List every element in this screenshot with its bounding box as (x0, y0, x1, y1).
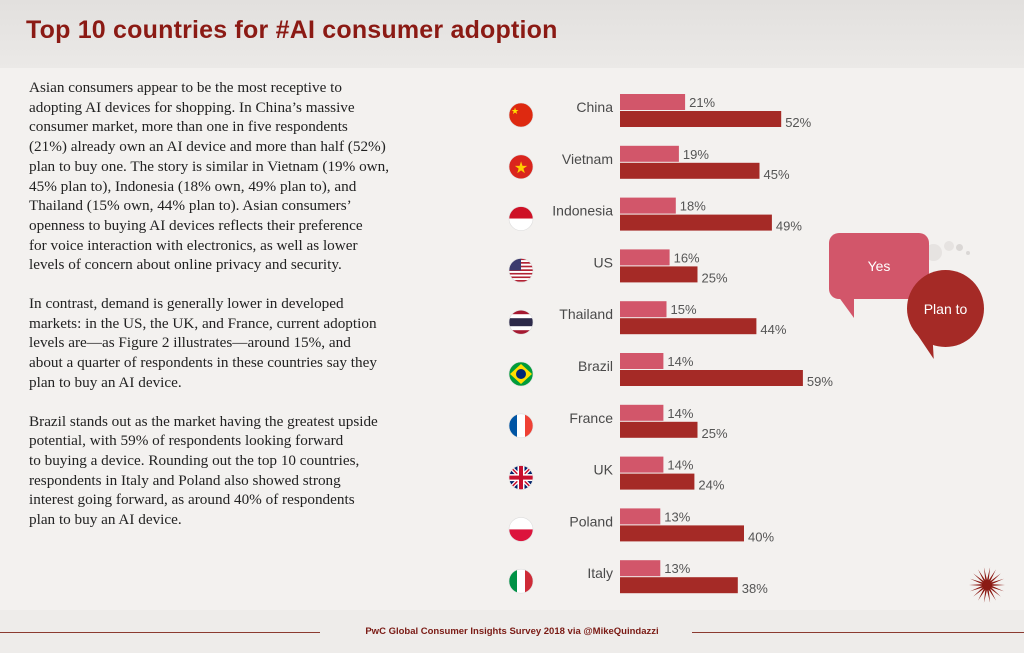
bar-yes (620, 145, 679, 162)
svg-text:★: ★ (511, 107, 519, 117)
bar-yes (620, 508, 661, 525)
starburst-icon (969, 567, 1005, 603)
bar-yes (620, 560, 661, 577)
uk-flag-icon (508, 465, 534, 490)
data-label-plan: 25% (702, 270, 728, 285)
paragraph-developed-markets: In contrast, demand is generally lower i… (29, 295, 377, 391)
data-label-plan: 24% (698, 478, 724, 493)
category-label: Indonesia (552, 203, 613, 219)
decorative-dot (966, 251, 970, 255)
data-label-plan: 59% (807, 374, 833, 389)
footer-credit: PwC Global Consumer Insights Survey 2018… (365, 626, 659, 637)
indonesia-flag-icon-ring (508, 206, 534, 231)
decorative-dot (925, 244, 942, 261)
data-label-plan: 49% (776, 219, 802, 234)
data-label-yes: 21% (689, 95, 715, 110)
bar-plan (620, 525, 744, 542)
italy-flag-icon-ring (508, 568, 534, 594)
category-label: China (576, 99, 613, 115)
data-label-yes: 16% (674, 250, 700, 265)
france-flag-icon-ring (508, 413, 534, 439)
footer-band (0, 610, 1024, 653)
category-label: UK (594, 462, 614, 478)
brazil-flag-icon (508, 361, 534, 387)
us-flag-icon (508, 258, 534, 283)
category-label: US (594, 254, 613, 270)
category-label: Poland (569, 513, 613, 529)
poland-flag-icon-ring (508, 517, 534, 542)
vietnam-flag-icon: ★ (508, 154, 534, 180)
bar-yes (620, 456, 664, 473)
data-label-yes: 15% (671, 302, 697, 317)
bar-yes (620, 197, 676, 214)
thailand-flag-icon-ring (508, 309, 534, 335)
data-label-plan: 25% (702, 426, 728, 441)
starburst-shape (969, 567, 1005, 603)
bar-plan (620, 577, 738, 594)
bar-plan (620, 162, 760, 179)
china-flag-icon: ★ (508, 102, 534, 128)
italy-flag-icon (508, 568, 534, 594)
bar-plan (620, 473, 695, 490)
paragraph-asia: Asian consumers appear to be the most re… (29, 79, 390, 274)
bar-plan (620, 266, 698, 283)
bar-yes (620, 249, 670, 266)
france-flag-icon (508, 413, 534, 439)
vietnam-flag-icon-ring (508, 154, 534, 180)
decorative-dot (944, 241, 954, 251)
legend-yes-label: Yes (867, 258, 891, 274)
data-label-yes: 14% (667, 406, 693, 421)
data-label-plan: 45% (764, 167, 790, 182)
body-text: Asian consumers appear to be the most re… (29, 78, 429, 549)
decorative-dot (956, 244, 963, 251)
legend-plan-to: Plan to (907, 270, 984, 347)
indonesia-flag-icon (508, 206, 534, 231)
data-label-yes: 14% (667, 458, 693, 473)
svg-text:★: ★ (514, 158, 528, 177)
china-flag-icon-ring (508, 102, 534, 128)
category-label: Brazil (578, 358, 613, 374)
data-label-plan: 40% (748, 529, 774, 544)
footer-divider-left (0, 632, 320, 633)
bar-plan (620, 318, 757, 335)
category-label: Thailand (559, 306, 613, 322)
bar-yes (620, 301, 667, 318)
bar-plan (620, 370, 803, 386)
uk-flag-icon-ring (508, 465, 534, 490)
us-flag-icon-ring (508, 258, 534, 283)
data-label-plan: 52% (785, 115, 811, 130)
bar-yes (620, 404, 664, 421)
bar-yes (620, 353, 664, 369)
brazil-flag-icon-ring (508, 361, 534, 387)
footer-divider-right (692, 632, 1024, 633)
data-label-plan: 44% (760, 322, 786, 337)
data-label-yes: 13% (664, 561, 690, 576)
category-label: Vietnam (562, 151, 613, 167)
bar-plan (620, 421, 698, 438)
paragraph-brazil: Brazil stands out as the market having t… (29, 412, 378, 529)
data-label-yes: 18% (680, 199, 706, 214)
bar-plan (620, 214, 772, 231)
data-label-yes: 14% (667, 354, 693, 369)
legend-plan-label: Plan to (923, 300, 968, 317)
poland-flag-icon (508, 517, 534, 542)
category-label: France (569, 410, 613, 426)
bar-plan (620, 111, 782, 127)
thailand-flag-icon (508, 309, 534, 335)
data-label-yes: 19% (683, 147, 709, 162)
category-label: Italy (587, 565, 613, 581)
data-label-yes: 13% (664, 509, 690, 524)
data-label-plan: 38% (742, 581, 768, 596)
header-band (0, 0, 1024, 68)
bar-yes (620, 94, 686, 110)
page-title: Top 10 countries for #AI consumer adopti… (26, 16, 558, 44)
